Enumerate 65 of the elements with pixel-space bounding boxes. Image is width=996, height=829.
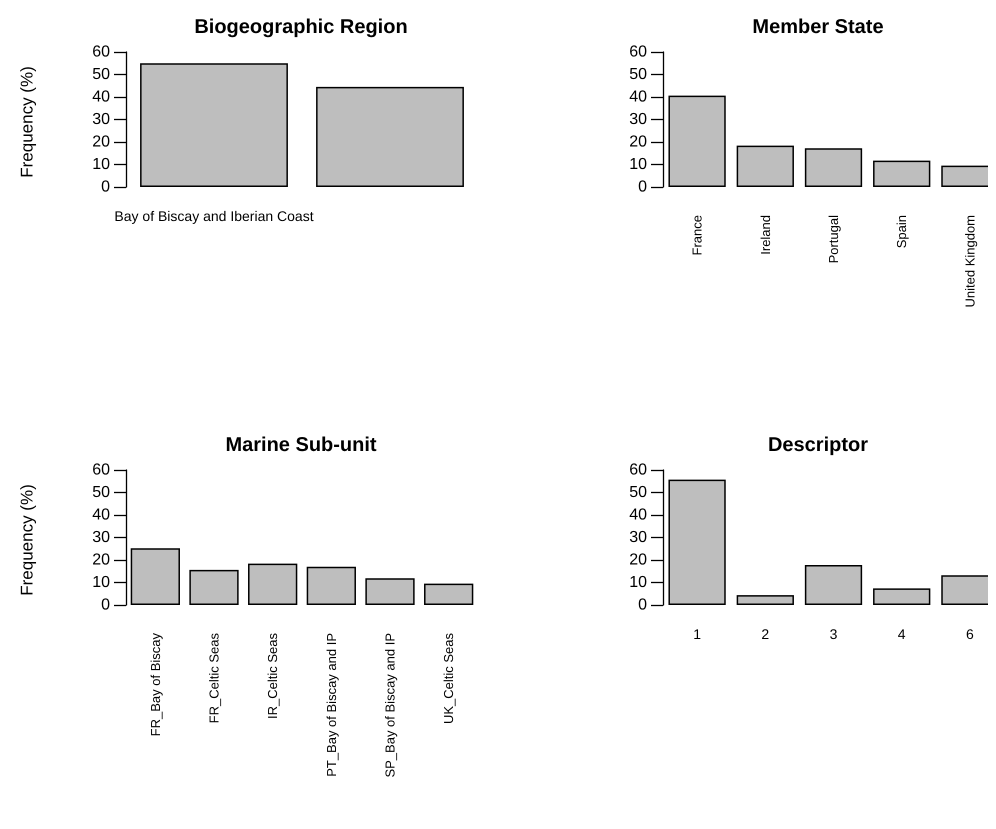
y-tick-label: 0: [638, 596, 648, 614]
y-tick-label: 50: [92, 66, 110, 83]
y-tick-label: 60: [92, 44, 110, 60]
y-tick-label: 10: [629, 156, 648, 173]
y-tick-label: 60: [92, 462, 110, 478]
y-tick-label: 20: [92, 134, 110, 150]
y-tick-label: 40: [92, 88, 110, 106]
x-tick-label: PT_Bay of Biscay and IP: [324, 633, 339, 777]
y-tick-label: 40: [92, 506, 110, 524]
y-tick-label: 10: [92, 156, 110, 173]
x-tick-label: Bay of Biscay and Iberian Coast: [114, 208, 314, 224]
bar: [424, 584, 474, 605]
bar: [736, 146, 794, 187]
x-tick-label: SP_Bay of Biscay and IP: [382, 633, 398, 778]
y-tick-label: 30: [92, 529, 110, 546]
y-tick-label: 30: [92, 111, 110, 128]
x-tick-label: FR_Celtic Seas: [206, 632, 222, 724]
y-tick-label: 20: [629, 552, 648, 568]
bar: [873, 588, 930, 605]
bar: [306, 566, 356, 605]
bar: [873, 160, 930, 187]
y-tick-label: 40: [629, 506, 648, 524]
y-axis-title: Frequency (%): [18, 66, 38, 178]
y-tick-label: 20: [92, 552, 110, 568]
y-axis-title: Frequency (%): [18, 484, 38, 596]
bar: [365, 578, 415, 605]
x-tick-label: Ireland: [758, 215, 773, 255]
y-tick-label: 10: [92, 574, 110, 591]
x-tick-label: 6: [966, 626, 974, 642]
x-tick-label: 2: [761, 626, 770, 642]
y-tick-label: 20: [629, 134, 648, 150]
bar: [189, 570, 239, 605]
x-tick-label: France: [690, 215, 705, 256]
y-tick-label: 50: [629, 484, 648, 501]
chart-title: Marine Sub-unit: [225, 434, 377, 456]
bar: [248, 564, 298, 605]
y-tick-label: 0: [101, 178, 110, 196]
y-tick-label: 60: [629, 462, 648, 478]
bar: [804, 148, 862, 187]
x-tick-label: United Kingdom: [962, 215, 978, 308]
chart-title: Biogeographic Region: [194, 16, 408, 38]
x-tick-label: 1: [693, 626, 702, 642]
y-tick-label: 10: [629, 574, 648, 591]
y-tick-label: 30: [629, 111, 648, 128]
y-tick-label: 50: [92, 484, 110, 501]
chart-title: Member State: [752, 16, 884, 38]
chart-title: Descriptor: [768, 434, 868, 456]
x-tick-label: FR_Bay of Biscay: [148, 632, 163, 736]
bar: [668, 96, 726, 187]
bar: [668, 480, 726, 605]
x-tick-label: Spain: [894, 215, 910, 248]
bar: [736, 595, 794, 605]
bar: [804, 564, 862, 605]
x-tick-label: 3: [830, 626, 838, 642]
x-tick-label: IR_Celtic Seas: [265, 632, 280, 719]
x-tick-label: 4: [898, 626, 906, 642]
y-tick-label: 0: [638, 178, 648, 196]
bar: [130, 548, 180, 605]
x-tick-label: Portugal: [826, 214, 841, 264]
x-tick-label: UK_Celtic Seas: [441, 632, 456, 724]
y-tick-label: 40: [629, 88, 648, 106]
y-tick-label: 30: [629, 529, 648, 546]
y-tick-label: 0: [101, 596, 110, 614]
y-tick-label: 50: [629, 66, 648, 83]
y-tick-label: 60: [629, 44, 648, 60]
